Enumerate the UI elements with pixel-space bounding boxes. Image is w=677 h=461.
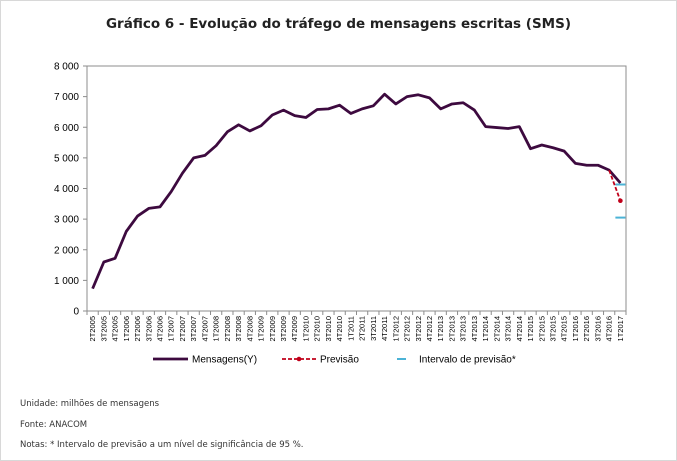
x-tick-label: 1T2010	[301, 316, 310, 341]
x-tick-label: 1T2015	[526, 316, 535, 341]
x-tick-label: 3T2008	[234, 316, 243, 341]
x-axis: 2T2005 3T2005 4T2005 1T2006 2T2006 3T2006 4T20…	[86, 311, 627, 341]
x-tick-label: 4T2005	[111, 316, 120, 341]
x-tick-label: 2T2016	[582, 316, 591, 341]
x-tick-label: 4T2008	[245, 316, 254, 341]
footnote: Notas: * Intervalo de previsão a um níve…	[20, 440, 304, 450]
y-tick-label: 7 000	[54, 92, 79, 103]
y-tick-label: 1 000	[54, 276, 79, 287]
x-tick-label: 4T2009	[290, 316, 299, 341]
x-tick-label: 2T2015	[537, 316, 546, 341]
x-tick-label: 2T2014	[492, 316, 501, 341]
x-tick-label: 1T2012	[391, 316, 400, 341]
x-tick-label: 2T2010	[313, 316, 322, 341]
x-tick-label: 1T2013	[436, 316, 445, 341]
y-tick-label: 0	[73, 307, 79, 318]
chart-title: Gráfico 6 - Evolução do tráfego de mensa…	[105, 16, 572, 32]
y-tick-label: 8 000	[54, 62, 79, 73]
y-tick-label: 5 000	[54, 153, 79, 164]
x-tick-label: 1T2009	[257, 316, 266, 341]
y-tick-label: 2 000	[54, 245, 79, 256]
series-line-previsao	[608, 169, 622, 202]
x-tick-label: 1T2017	[616, 316, 625, 341]
forecast-point	[618, 198, 623, 204]
x-tick-label: 1T2016	[571, 316, 580, 341]
y-tick-label: 3 000	[54, 215, 79, 226]
x-tick-label: 3T2007	[189, 316, 198, 341]
x-tick-label: 3T2009	[279, 316, 288, 341]
series-line-mensagens	[91, 92, 622, 290]
source-note: Fonte: ANACOM	[20, 420, 88, 430]
x-tick-label: 4T2015	[560, 316, 569, 341]
x-tick-label: 2T2012	[403, 316, 412, 341]
unit-note: Unidade: milhões de mensagens	[20, 399, 160, 409]
x-tick-label: 3T2015	[549, 316, 558, 341]
x-tick-label: 2T2006	[133, 316, 142, 341]
x-tick-label: 4T2012	[425, 316, 434, 341]
y-axis: 0 1 000 2 000 3 000 4 000 5 000 6 000 7 000 8 00…	[54, 62, 87, 318]
x-tick-label: 4T2014	[515, 316, 524, 341]
x-tick-label: 1T2011	[346, 316, 355, 341]
legend: Mensagens(Y) Previsão Intervalo de previsã…	[153, 355, 516, 366]
x-tick-label: 3T2016	[593, 316, 602, 341]
legend-label-mensagens: Mensagens(Y)	[192, 355, 257, 366]
x-tick-label: 4T2010	[335, 316, 344, 341]
plot-area	[86, 65, 627, 312]
x-tick-label: 2T2013	[447, 316, 456, 341]
x-tick-label: 4T2013	[470, 316, 479, 341]
x-tick-label: 1T2008	[212, 316, 221, 341]
x-tick-label: 2T2008	[223, 316, 232, 341]
x-tick-label: 3T2006	[144, 316, 153, 341]
x-tick-label: 3T2013	[459, 316, 468, 341]
y-tick-label: 6 000	[54, 123, 79, 134]
x-tick-label: 1T2014	[481, 316, 490, 341]
legend-label-intervalo: Intervalo de previsão*	[419, 355, 516, 366]
y-tick-label: 4 000	[54, 184, 79, 195]
x-tick-label: 2T2007	[178, 316, 187, 341]
x-tick-label: 4T2016	[605, 316, 614, 341]
x-tick-label: 3T2011	[369, 316, 378, 341]
series-layer	[91, 92, 626, 290]
legend-marker-previsao	[296, 356, 302, 362]
x-tick-label: 4T2011	[380, 316, 389, 341]
x-tick-label: 3T2005	[99, 316, 108, 341]
x-tick-label: 3T2012	[414, 316, 423, 341]
x-tick-label: 4T2006	[155, 316, 164, 341]
x-tick-label: 3T2014	[504, 316, 513, 341]
x-tick-label: 1T2006	[122, 316, 131, 341]
plot-border	[86, 65, 627, 312]
legend-label-previsao: Previsão	[320, 355, 359, 366]
x-tick-label: 3T2010	[324, 316, 333, 341]
x-tick-label: 2T2009	[268, 316, 277, 341]
x-tick-label: 4T2007	[200, 316, 209, 341]
x-tick-label: 2T2011	[358, 316, 367, 341]
x-tick-label: 2T2005	[88, 316, 97, 341]
x-tick-label: 1T2007	[167, 316, 176, 341]
